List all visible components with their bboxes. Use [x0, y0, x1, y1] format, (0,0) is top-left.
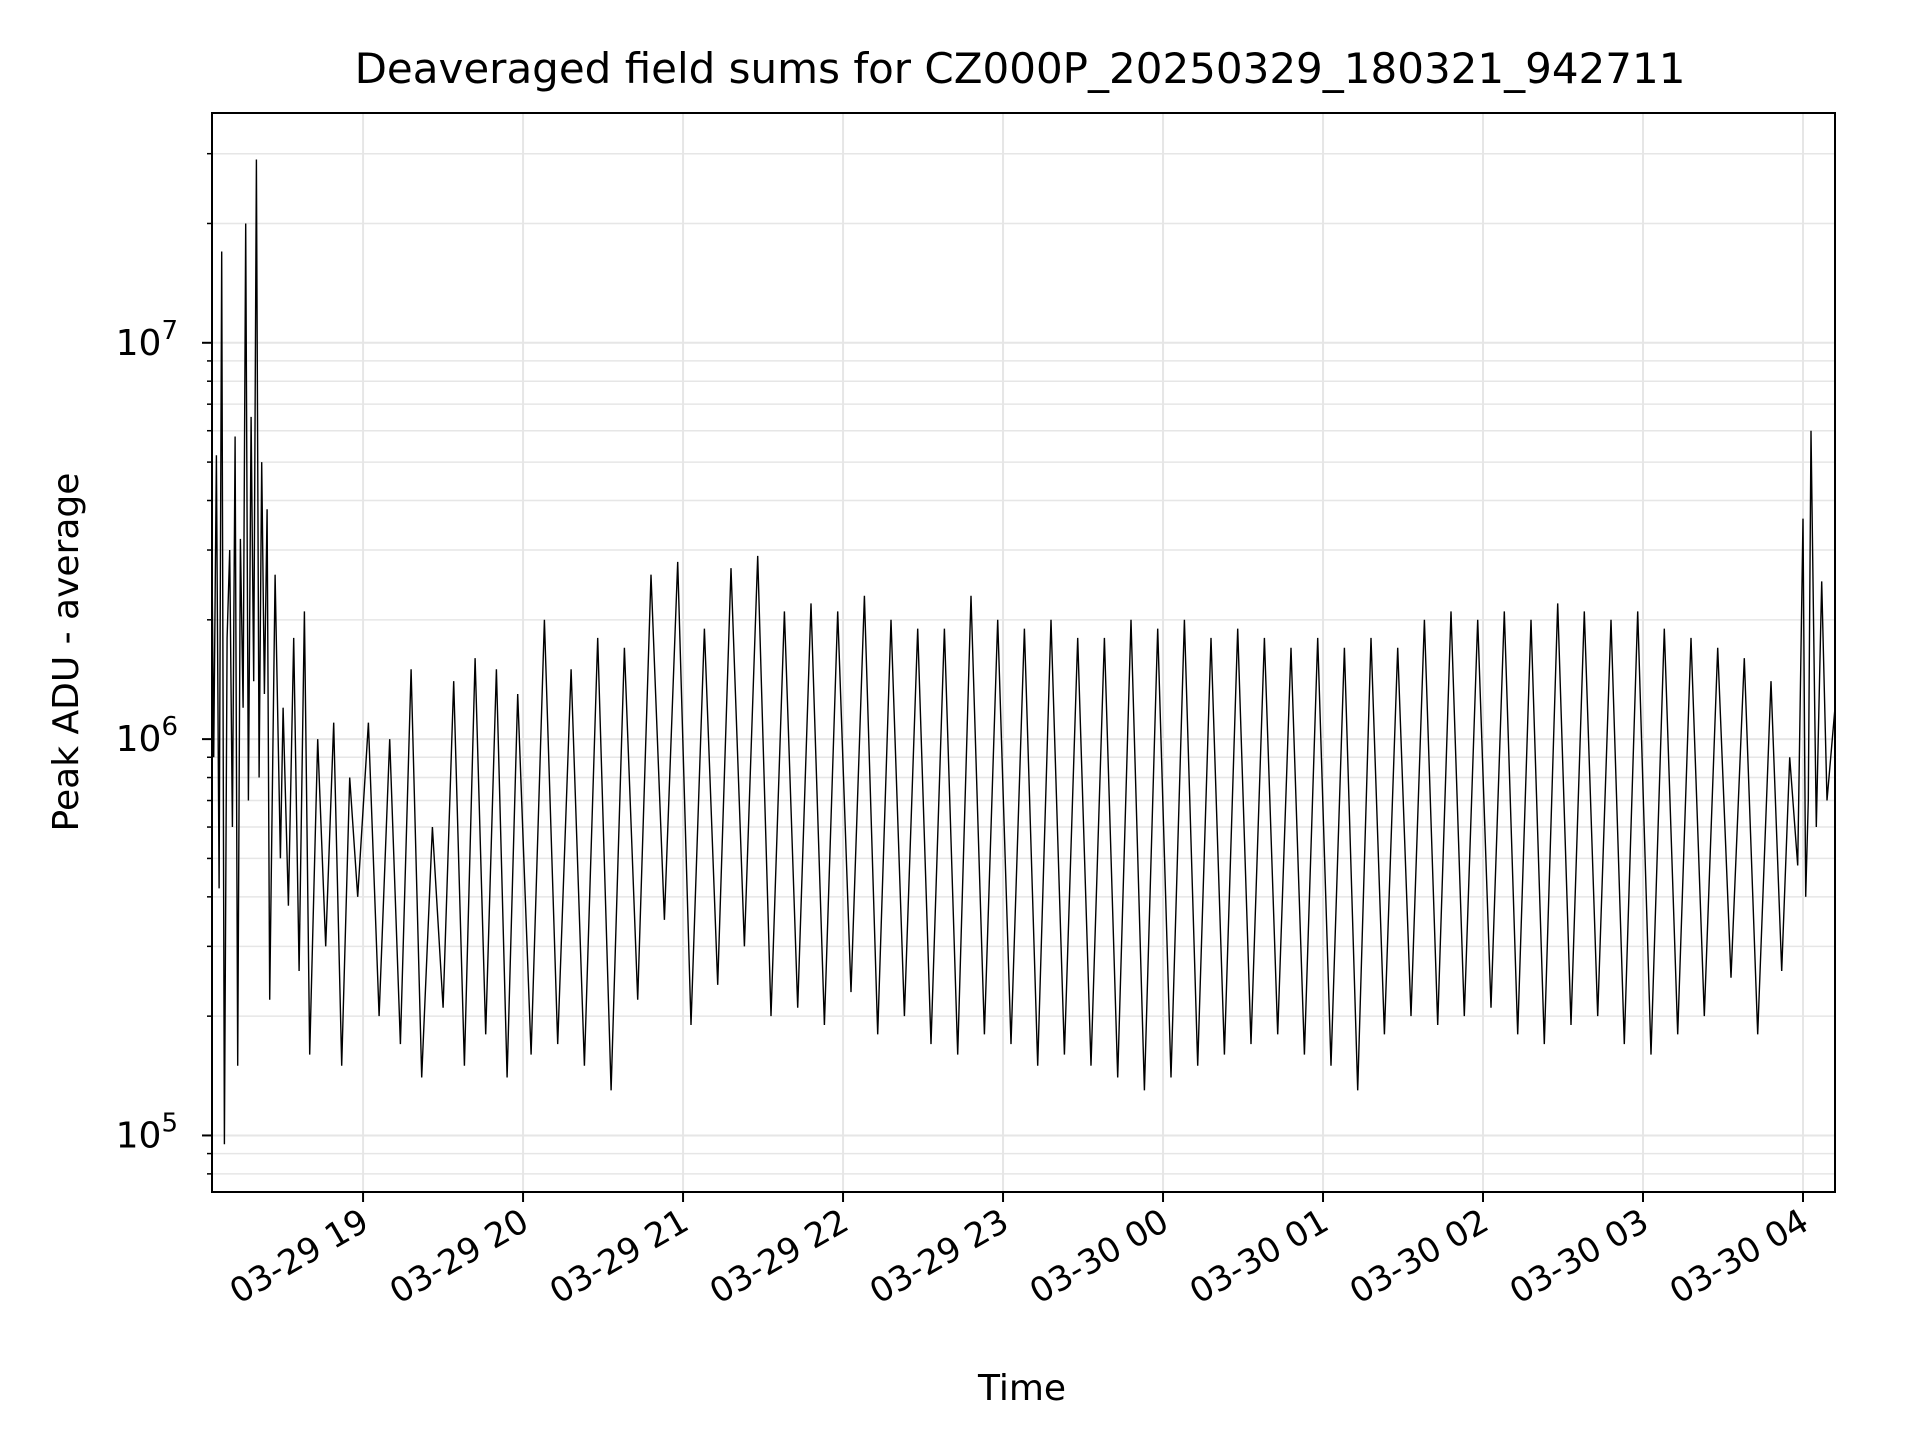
y-axis: 105 106 107 — [116, 152, 212, 1175]
x-axis-label: Time — [977, 1368, 1066, 1409]
y-tick-label: 105 — [116, 1108, 178, 1156]
chart-title: Deaveraged field sums for CZ000P_2025032… — [355, 44, 1686, 93]
series-line — [211, 159, 1836, 1145]
y-axis-label: Peak ADU - average — [46, 473, 87, 832]
y-tick-label: 107 — [116, 316, 178, 364]
series-layer — [211, 159, 1836, 1145]
plot-frame — [211, 112, 1836, 1193]
grid — [212, 113, 1835, 1192]
y-tick-label: 106 — [116, 712, 178, 760]
